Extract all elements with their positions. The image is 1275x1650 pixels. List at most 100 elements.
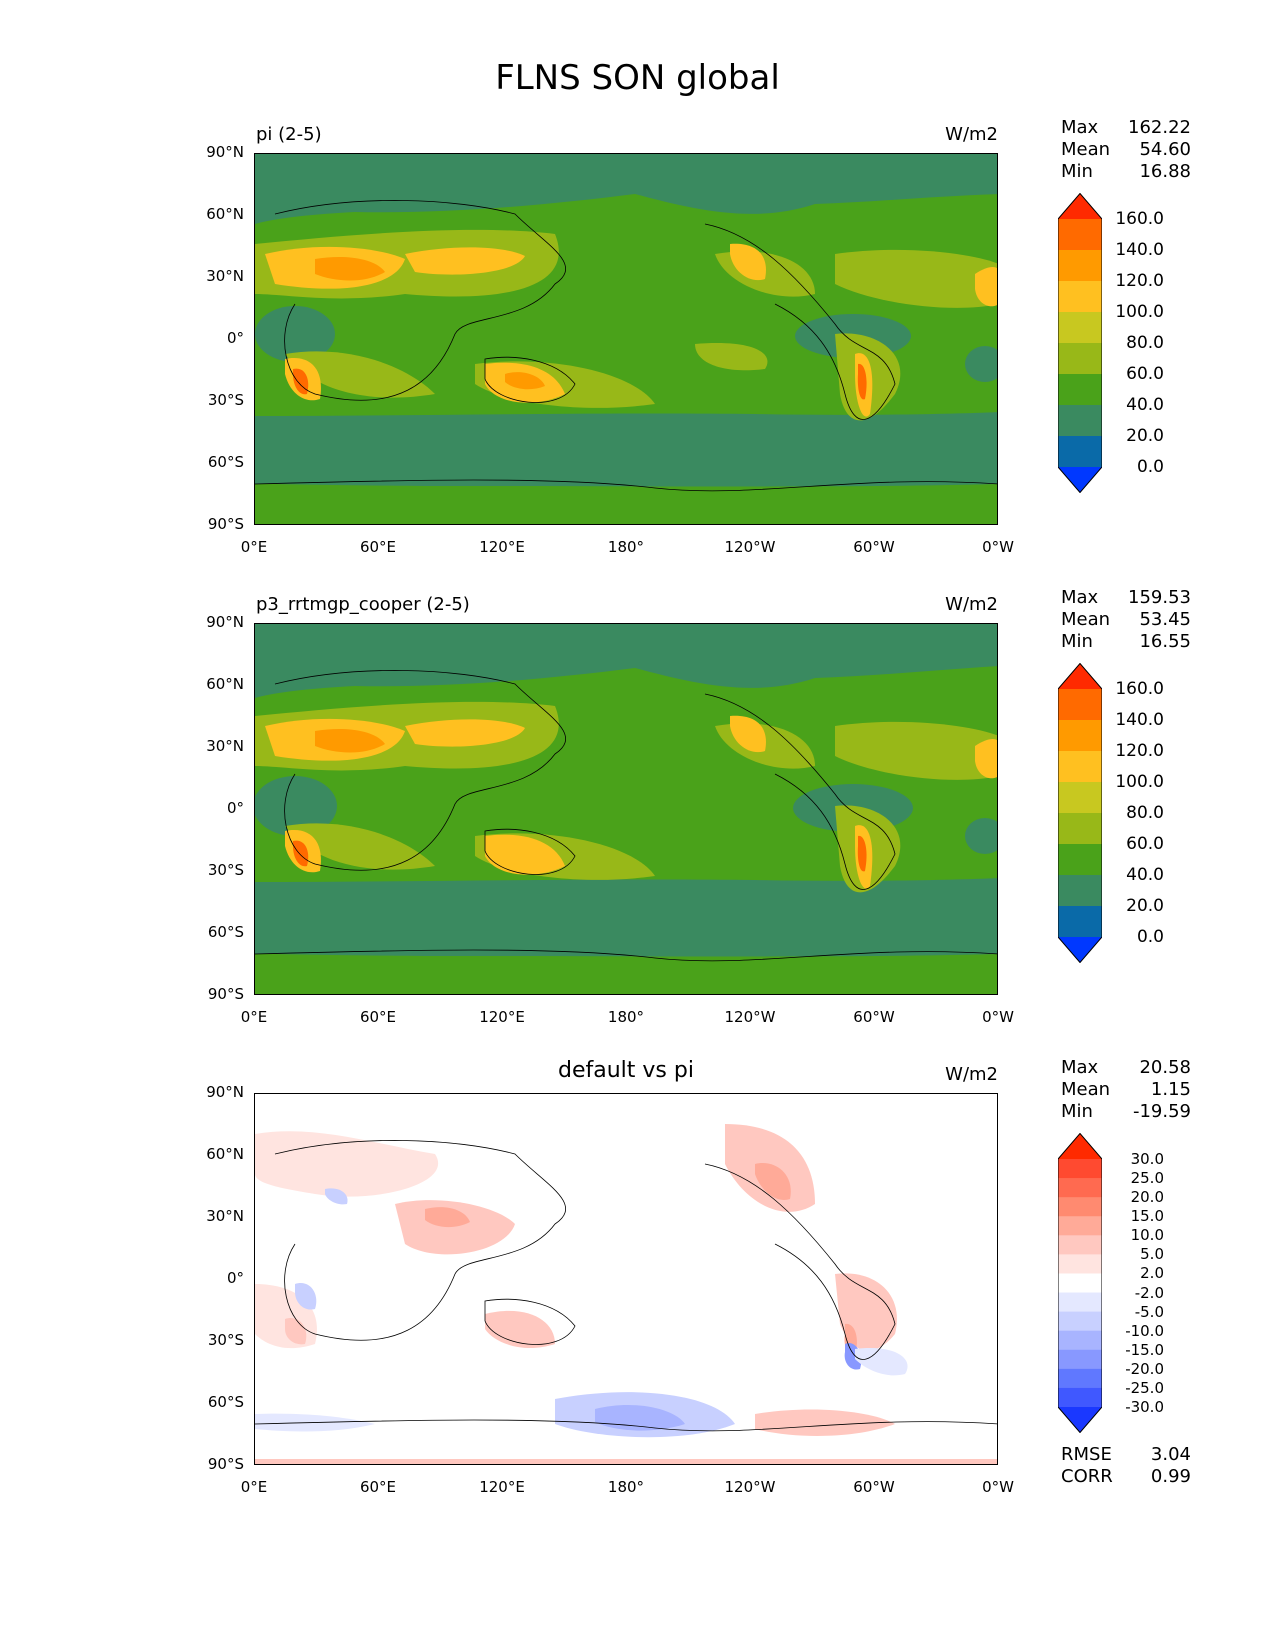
colorbar-segment bbox=[1058, 1368, 1102, 1389]
map-field bbox=[255, 1094, 997, 1464]
colorbar-segment bbox=[1058, 1292, 1102, 1313]
panel-2: p3_rrtmgp_cooper (2-5) W/m2 bbox=[0, 0, 1275, 1026]
colorbar-segment bbox=[1058, 312, 1102, 344]
lat-tick: 30°N bbox=[206, 267, 244, 285]
colorbar bbox=[1058, 663, 1102, 963]
lat-tick: 0° bbox=[226, 799, 244, 817]
lon-tick: 60°E bbox=[359, 1478, 397, 1496]
lat-tick: 90°N bbox=[206, 613, 244, 631]
lat-tick: 30°N bbox=[206, 737, 244, 755]
colorbar-tick-label: 160.0 bbox=[1115, 208, 1164, 229]
stat-min: 16.88 bbox=[1139, 161, 1191, 182]
colorbar-tick-label: 20.0 bbox=[1126, 895, 1164, 916]
panel-title: pi (2-5) bbox=[256, 124, 322, 145]
lon-tick: 0°W bbox=[982, 1008, 1014, 1026]
colorbar-tick-label: -5.0 bbox=[1134, 1302, 1164, 1321]
metrics-box: RMSE 3.04 CORR 0.99 bbox=[1061, 1444, 1191, 1488]
stat-label: Mean bbox=[1061, 609, 1111, 630]
lon-tick: 0°E bbox=[240, 538, 268, 556]
colorbar-segment bbox=[1058, 193, 1102, 219]
map-field bbox=[255, 624, 997, 994]
colorbar-segment bbox=[1058, 663, 1102, 689]
lat-tick: 30°S bbox=[207, 391, 244, 409]
stat-min: 16.55 bbox=[1139, 631, 1191, 652]
panel-1: pi (2-5) W/m2 bbox=[0, 0, 1275, 556]
colorbar-segment bbox=[1058, 1197, 1102, 1217]
colorbar-tick-label: 40.0 bbox=[1126, 864, 1164, 885]
colorbar-tick-label: 20.0 bbox=[1126, 425, 1164, 446]
colorbar-tick-label: 140.0 bbox=[1115, 239, 1164, 260]
colorbar-tick-label: -30.0 bbox=[1125, 1398, 1164, 1416]
lon-tick: 0°W bbox=[982, 538, 1014, 556]
lat-tick: 90°S bbox=[207, 985, 244, 1003]
colorbar-segment bbox=[1058, 467, 1102, 493]
lat-tick: 90°S bbox=[207, 1455, 244, 1473]
lon-tick: 120°E bbox=[479, 538, 525, 556]
colorbar bbox=[1058, 193, 1102, 493]
panel-units: W/m2 bbox=[945, 124, 998, 145]
colorbar-segment bbox=[1058, 250, 1102, 282]
colorbar-segment bbox=[1058, 782, 1102, 814]
colorbar-segment bbox=[1058, 1330, 1102, 1351]
stat-min: -19.59 bbox=[1132, 1101, 1191, 1122]
colorbar-segment bbox=[1058, 937, 1102, 963]
stat-max: 20.58 bbox=[1139, 1057, 1191, 1078]
colorbar-tick-label: 5.0 bbox=[1140, 1245, 1164, 1264]
stat-label: Mean bbox=[1061, 1079, 1111, 1100]
colorbar-segment bbox=[1058, 720, 1102, 752]
colorbar-tick-label: 30.0 bbox=[1130, 1150, 1164, 1168]
lat-tick: 60°S bbox=[207, 1393, 244, 1411]
colorbar-segment bbox=[1058, 1407, 1102, 1433]
colorbar-tick-label: -2.0 bbox=[1134, 1283, 1164, 1302]
colorbar-segment bbox=[1058, 689, 1102, 721]
colorbar-tick-label: -10.0 bbox=[1125, 1321, 1164, 1340]
colorbar-segment bbox=[1058, 1349, 1102, 1370]
lon-tick: 120°W bbox=[724, 538, 776, 556]
colorbar-tick-label: 80.0 bbox=[1126, 332, 1164, 353]
lat-tick: 0° bbox=[226, 329, 244, 347]
colorbar-tick-label: 25.0 bbox=[1130, 1169, 1164, 1188]
lat-tick: 90°N bbox=[206, 143, 244, 161]
colorbar-tick-label: 10.0 bbox=[1130, 1226, 1164, 1245]
stat-label: Max bbox=[1061, 117, 1099, 138]
colorbar-segment bbox=[1058, 813, 1102, 845]
colorbar-segment bbox=[1058, 751, 1102, 783]
colorbar-tick-label: 140.0 bbox=[1115, 709, 1164, 730]
colorbar-segment bbox=[1058, 374, 1102, 406]
stats-box: Max 159.53 Mean 53.45 Min 16.55 bbox=[1061, 587, 1191, 653]
colorbar-outline bbox=[1058, 1133, 1102, 1433]
metric-corr: 0.99 bbox=[1150, 1466, 1191, 1487]
lat-tick: 90°N bbox=[206, 1083, 244, 1101]
stat-label: Min bbox=[1061, 161, 1093, 182]
colorbar-tick-label: 0.0 bbox=[1136, 456, 1164, 477]
lat-tick: 30°N bbox=[206, 1207, 244, 1225]
colorbar-segment bbox=[1058, 1254, 1102, 1274]
lat-tick: 30°S bbox=[207, 1331, 244, 1349]
colorbar-segment bbox=[1058, 405, 1102, 437]
lon-tick: 120°E bbox=[479, 1478, 525, 1496]
stat-max: 159.53 bbox=[1128, 587, 1191, 608]
stat-label: Min bbox=[1061, 631, 1093, 652]
map-plot bbox=[254, 1093, 998, 1465]
colorbar-tick-label: 40.0 bbox=[1126, 394, 1164, 415]
colorbar-tick-label: -15.0 bbox=[1125, 1340, 1164, 1359]
colorbar-segment bbox=[1058, 1311, 1102, 1332]
colorbar-tick-label: -20.0 bbox=[1125, 1359, 1164, 1378]
stat-label: Max bbox=[1061, 587, 1099, 608]
colorbar-segment bbox=[1058, 906, 1102, 938]
colorbar-tick-label: 2.0 bbox=[1140, 1264, 1164, 1283]
lon-tick: 120°E bbox=[479, 1008, 525, 1026]
colorbar-tick-label: 60.0 bbox=[1126, 363, 1164, 384]
colorbar-tick-label: 15.0 bbox=[1130, 1207, 1164, 1226]
stat-mean: 1.15 bbox=[1150, 1079, 1191, 1100]
colorbar-segment bbox=[1058, 219, 1102, 251]
colorbar-tick-label: 120.0 bbox=[1115, 270, 1164, 291]
stat-mean: 54.60 bbox=[1139, 139, 1191, 160]
lon-tick: 180° bbox=[607, 1008, 645, 1026]
colorbar-tick-label: 20.0 bbox=[1130, 1188, 1164, 1207]
lon-tick: 0°W bbox=[982, 1478, 1014, 1496]
colorbar-tick-label: 60.0 bbox=[1126, 833, 1164, 854]
colorbar-tick-label: 0.0 bbox=[1136, 926, 1164, 947]
lon-tick: 120°W bbox=[724, 1008, 776, 1026]
colorbar-segment bbox=[1058, 1216, 1102, 1236]
